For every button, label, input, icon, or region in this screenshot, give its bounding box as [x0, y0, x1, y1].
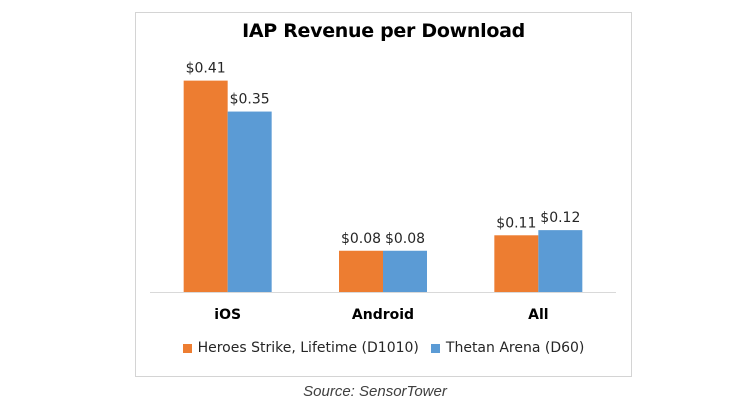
x-tick-labels: iOS Android All — [214, 307, 548, 323]
data-label-ios-series-1: $0.41 — [186, 61, 226, 77]
x-tick-label-android: Android — [352, 307, 414, 323]
data-label-all-series-2: $0.12 — [540, 210, 580, 226]
legend-item-series-1: Heroes Strike, Lifetime (D1010) — [182, 340, 419, 356]
data-labels-layer: $0.41$0.35 $0.08 $0.08 $0.11 $0.12 — [186, 61, 581, 247]
legend-item-series-2: Thetan Arena (D60) — [430, 340, 585, 356]
x-tick-label-all: All — [528, 307, 548, 323]
bars-layer — [183, 80, 583, 292]
data-label-all-series-1: $0.11 — [496, 215, 536, 231]
data-label-ios-series-2: $0.35 — [230, 92, 270, 108]
legend-label-series-2: Thetan Arena (D60) — [445, 340, 585, 356]
data-label-android-series-1: $0.08 — [341, 231, 381, 247]
legend: Heroes Strike, Lifetime (D1010) Thetan A… — [135, 340, 632, 356]
chart-title: IAP Revenue per Download — [242, 20, 525, 42]
source-caption: Source: SensorTower — [303, 383, 447, 400]
bar-all-series-1 — [494, 235, 539, 292]
bar-android-series-2 — [383, 250, 427, 292]
bar-all-series-2 — [538, 230, 583, 292]
legend-swatch-series-2 — [430, 343, 440, 353]
x-tick-label-ios: iOS — [214, 307, 241, 323]
bar-android-series-1 — [339, 250, 383, 292]
bar-ios-series-1 — [183, 80, 228, 292]
data-label-android-series-2: $0.08 — [385, 231, 425, 247]
legend-swatch-series-1 — [182, 343, 192, 353]
bar-ios-series-2 — [227, 111, 272, 292]
legend-label-series-1: Heroes Strike, Lifetime (D1010) — [197, 340, 419, 356]
